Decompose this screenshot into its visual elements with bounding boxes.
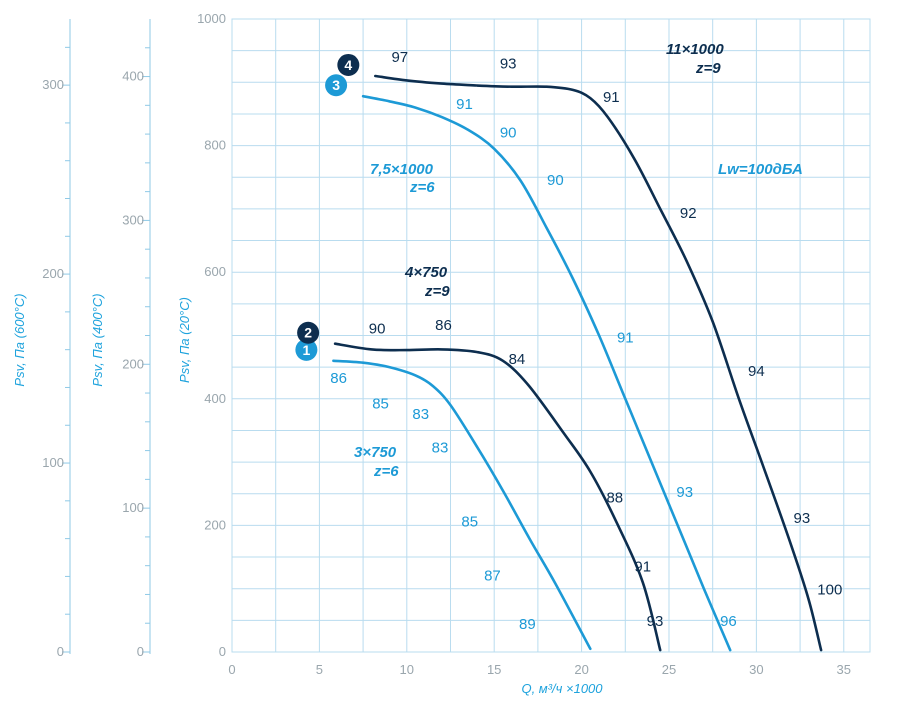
x-tick-label: 5 xyxy=(316,662,323,677)
series-1-sound-label: 85 xyxy=(461,514,478,531)
series-1-annotation-size: 3×750 xyxy=(354,444,397,461)
x-tick-label: 10 xyxy=(400,662,414,677)
series-1-line xyxy=(332,359,592,651)
series-4-annotation-z: z=9 xyxy=(695,60,721,77)
series-3-annotation-size: 7,5×1000 xyxy=(370,161,434,178)
x-tick-label: 25 xyxy=(662,662,676,677)
series-4-badge xyxy=(337,53,360,76)
y-tick-label: 200 xyxy=(122,356,144,371)
series-1-sound-label: 87 xyxy=(484,567,501,584)
series-1-sound-label: 86 xyxy=(330,370,347,387)
y-tick-label: 0 xyxy=(57,644,64,659)
y-tick-label: 300 xyxy=(42,77,64,92)
x-axis-title: Q, м³/ч ×1000 xyxy=(521,681,603,696)
x-tick-label: 20 xyxy=(574,662,588,677)
series-2-badge xyxy=(297,321,320,344)
series-3-sound-label: 93 xyxy=(676,484,693,501)
x-tick-label: 0 xyxy=(228,662,235,677)
grid xyxy=(231,18,871,653)
series-1-badge-label: 1 xyxy=(302,342,310,358)
y-tick-label: 0 xyxy=(219,644,226,659)
axes: 0 5 10 15 20 25 30 3502004006008001000010020030… xyxy=(42,11,851,677)
y-tick-label: 300 xyxy=(122,212,144,227)
series-3-sound-label: 90 xyxy=(547,172,564,189)
sound-power-note: Lw=100дБА xyxy=(718,161,803,178)
y-tick-label: 400 xyxy=(122,69,144,84)
series-2-sound-label: 93 xyxy=(647,613,664,630)
series-4-sound-label: 94 xyxy=(748,363,765,380)
series-4-sound-label: 92 xyxy=(680,205,697,222)
y-tick-label: 1000 xyxy=(197,11,226,26)
series-3-line xyxy=(361,94,732,652)
series-3-annotation-z: z=6 xyxy=(409,179,435,196)
series-1-sound-label: 83 xyxy=(432,440,449,457)
series-lines xyxy=(332,74,823,652)
series-4-sound-label: 91 xyxy=(603,89,620,106)
series-4-sound-label: 93 xyxy=(793,510,810,527)
series-1-sound-label: 89 xyxy=(519,616,536,633)
series-3-badge-label: 3 xyxy=(332,77,340,93)
y-tick-label: 400 xyxy=(204,391,226,406)
series-2-line xyxy=(333,342,662,652)
x-tick-label: 35 xyxy=(837,662,851,677)
x-tick-label: 15 xyxy=(487,662,501,677)
series-4-sound-label: 93 xyxy=(500,55,517,72)
y-tick-label: 0 xyxy=(137,644,144,659)
y-axis-title-600c: Psv, Па (600°C) xyxy=(12,293,27,386)
y-tick-label: 100 xyxy=(42,455,64,470)
series-4-line xyxy=(374,74,823,652)
y-axis-title-400c: Psv, Па (400°C) xyxy=(90,293,105,386)
series-3-sound-label: 91 xyxy=(456,96,473,113)
series-3-sound-label: 90 xyxy=(500,124,517,141)
series-2-annotation-size: 4×750 xyxy=(404,264,448,281)
y-tick-label: 200 xyxy=(204,517,226,532)
series-badges: 12 34 xyxy=(295,53,360,361)
x-tick-label: 30 xyxy=(749,662,763,677)
series-4-sound-label: 97 xyxy=(391,49,408,66)
y-tick-label: 600 xyxy=(204,264,226,279)
series-4-sound-label: 100 xyxy=(817,581,842,598)
series-2-sound-label: 86 xyxy=(435,317,452,334)
series-1-sound-label: 85 xyxy=(372,395,389,412)
y-tick-label: 100 xyxy=(122,500,144,515)
y-tick-label: 200 xyxy=(42,266,64,281)
plot-frame xyxy=(231,18,871,653)
series-3-sound-label: 91 xyxy=(617,329,634,346)
series-3-sound-label: 96 xyxy=(720,613,737,630)
series-3-badge xyxy=(325,74,348,97)
series-2-annotation-z: z=9 xyxy=(424,283,450,300)
series-2-sound-label: 91 xyxy=(634,559,651,576)
y-tick-label: 800 xyxy=(204,138,226,153)
series-2-sound-label: 90 xyxy=(369,321,386,338)
series-2-sound-label: 84 xyxy=(509,351,526,368)
series-1-badge xyxy=(295,338,318,361)
series-2-sound-label: 88 xyxy=(606,490,623,507)
series-4-badge-label: 4 xyxy=(344,57,352,73)
series-4-annotation-size: 11×1000 xyxy=(666,41,724,58)
series-1-annotation-z: z=6 xyxy=(373,463,399,480)
series-1-sound-label: 83 xyxy=(412,406,429,423)
y-axis-title-20c: Psv, Па (20°C) xyxy=(177,297,192,383)
series-2-badge-label: 2 xyxy=(304,325,312,341)
